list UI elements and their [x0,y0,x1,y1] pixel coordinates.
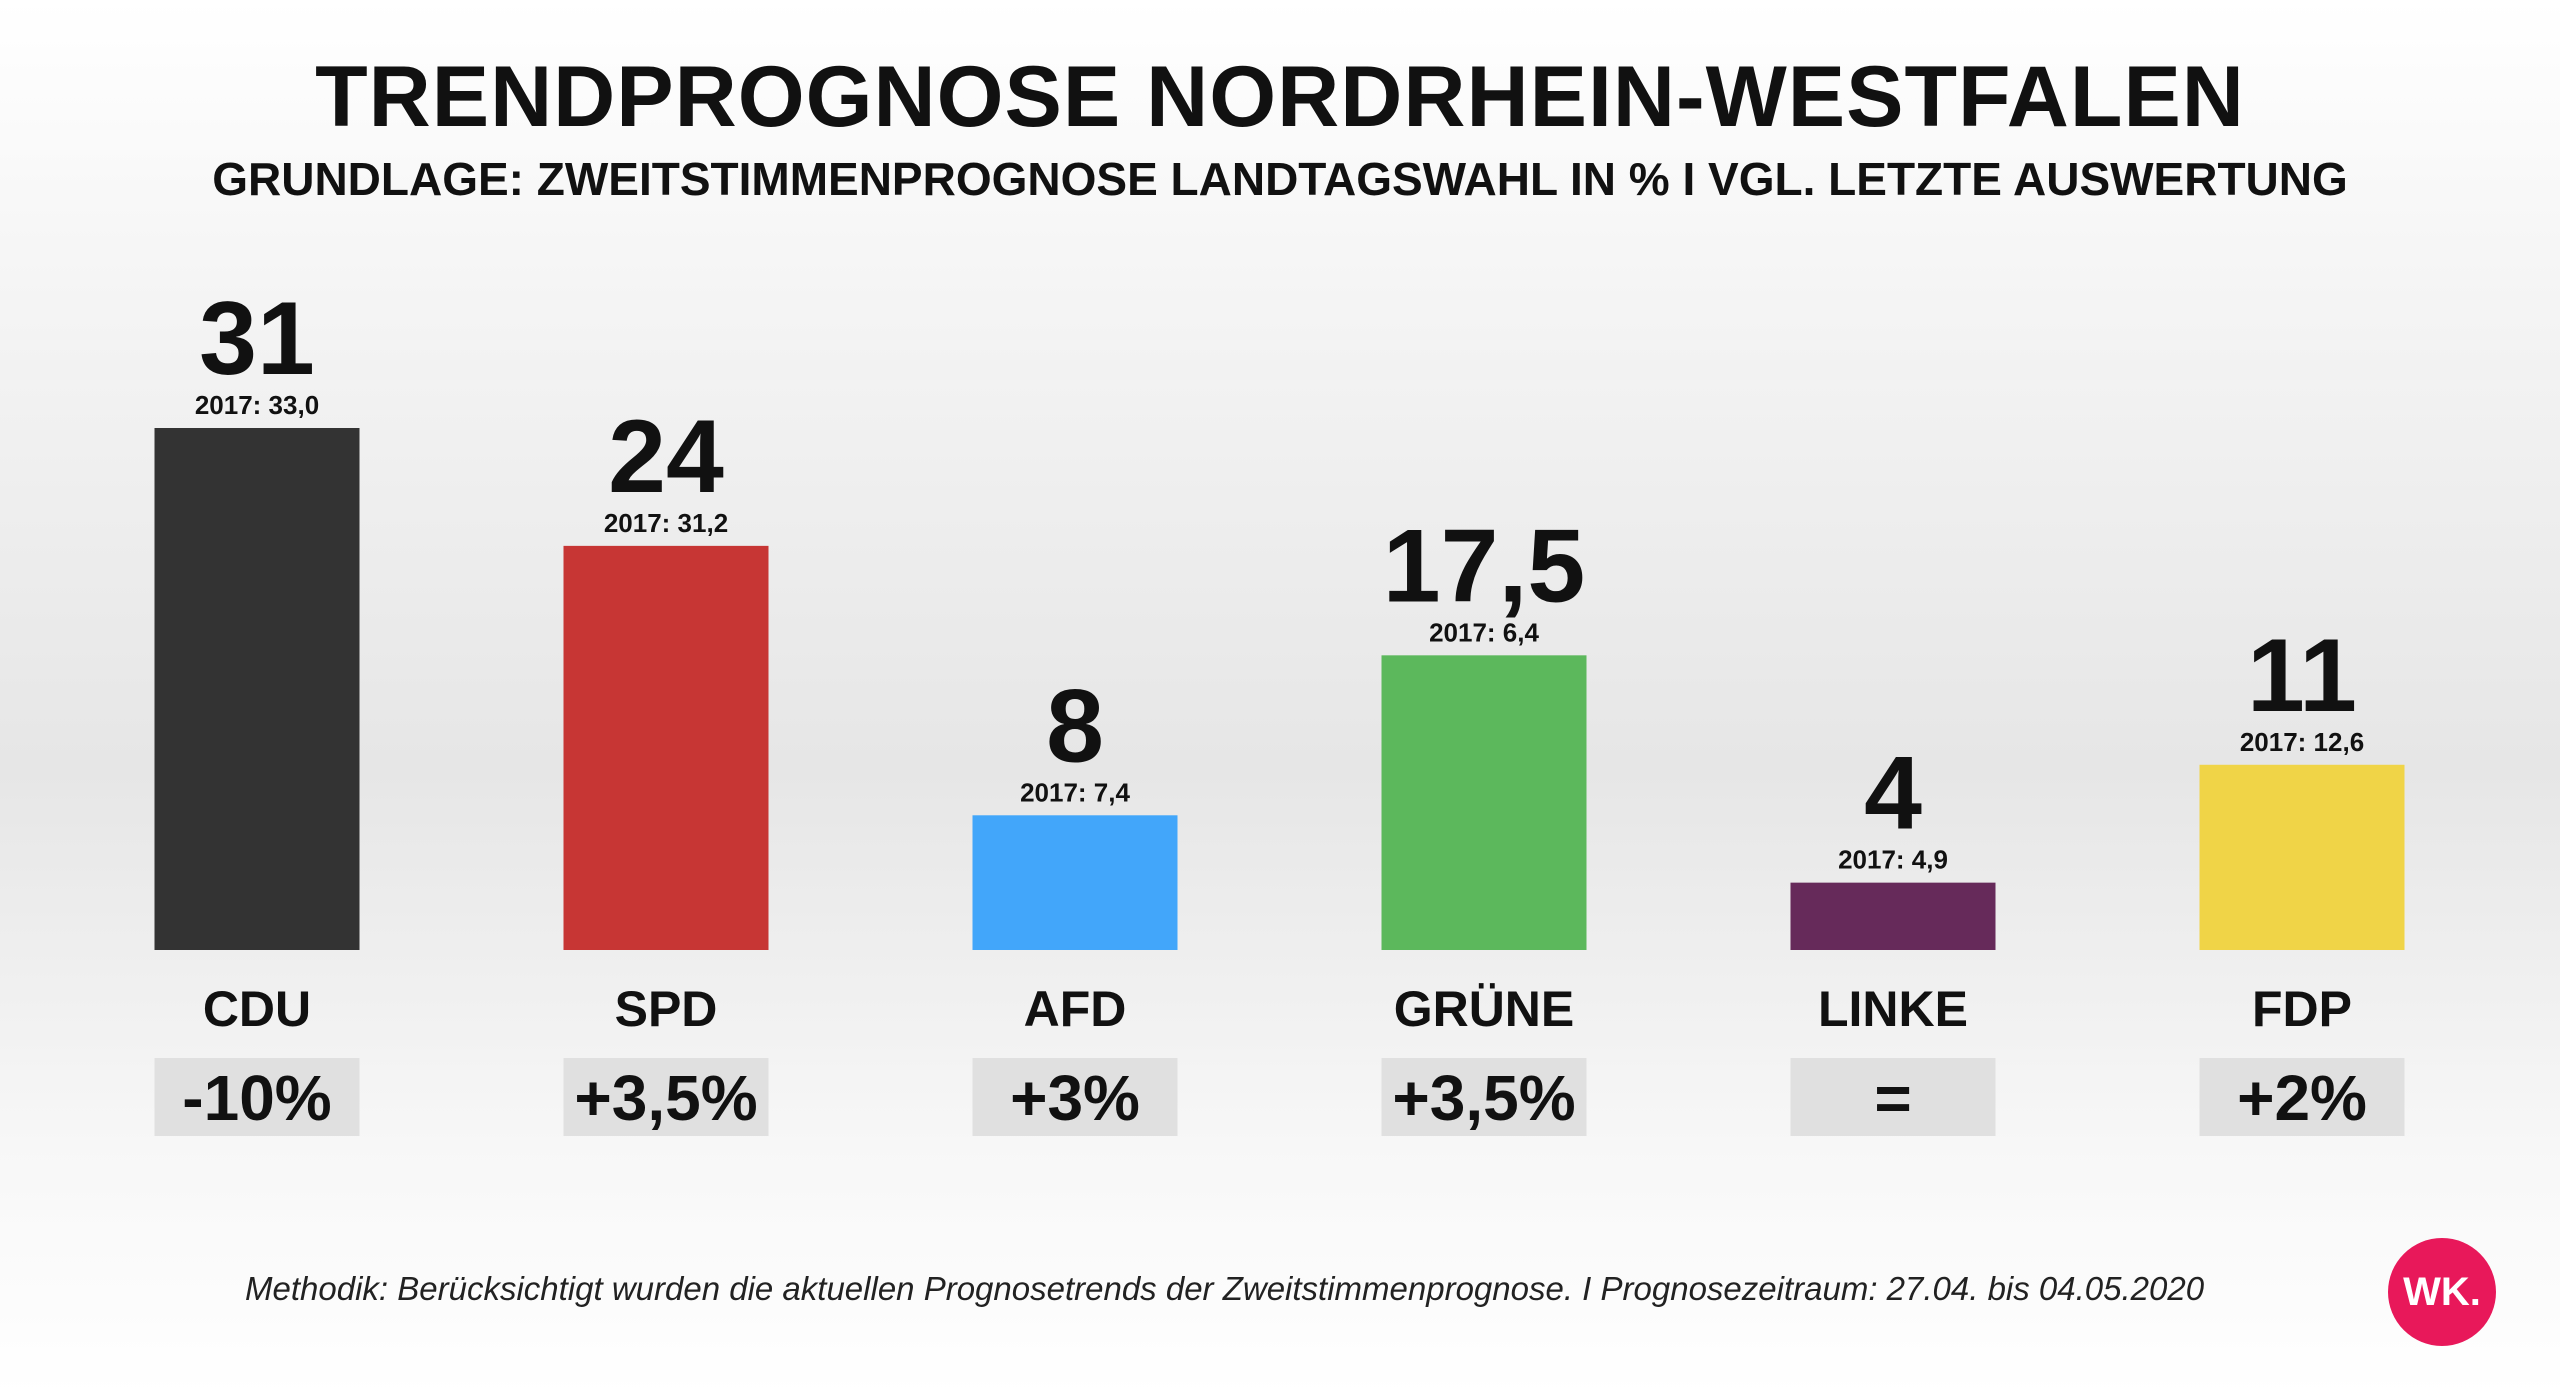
bar [154,428,360,950]
change-box [2199,1058,2405,1136]
change-label: +2% [2237,1062,2367,1134]
methodology-note: Methodik: Berücksichtigt wurden die aktu… [245,1270,2205,1307]
value-label: 4 [1864,736,1922,852]
change-box [154,1058,360,1136]
category-label: GRÜNE [1394,981,1575,1037]
category-label: LINKE [1818,981,1968,1037]
bar [1381,655,1587,950]
change-box [1381,1058,1587,1136]
previous-result-label: 2017: 7,4 [1020,777,1130,807]
change-label: +3,5% [1392,1062,1575,1134]
value-label: 8 [1046,668,1104,784]
value-label: 24 [608,399,724,515]
bar [1790,882,1996,950]
brand-logo: WK. [2388,1238,2496,1346]
change-label: = [1874,1062,1911,1134]
change-box [1790,1058,1996,1136]
previous-result-label: 2017: 12,6 [2240,727,2364,757]
category-label: AFD [1024,981,1127,1037]
value-label: 31 [199,281,315,397]
chart-title: TRENDPROGNOSE NORDRHEIN-WESTFALEN [315,49,2245,145]
category-label: SPD [615,981,718,1037]
change-box [563,1058,769,1136]
value-label: 11 [2247,618,2357,734]
value-label: 17,5 [1383,508,1585,624]
previous-result-label: 2017: 6,4 [1429,617,1539,647]
change-label: +3% [1010,1062,1140,1134]
previous-result-label: 2017: 4,9 [1838,845,1948,875]
category-label: FDP [2252,981,2352,1037]
chart-subtitle: GRUNDLAGE: ZWEITSTIMMENPROGNOSE LANDTAGS… [212,153,2348,205]
bar [2199,764,2405,950]
change-box [972,1058,1178,1136]
bar [972,815,1178,950]
bar [563,545,769,950]
category-label: CDU [203,981,311,1037]
change-label: +3,5% [574,1062,757,1134]
previous-result-label: 2017: 31,2 [604,508,728,538]
previous-result-label: 2017: 33,0 [195,390,319,420]
change-label: -10% [182,1062,331,1134]
logo-text: WK. [2403,1269,2481,1314]
